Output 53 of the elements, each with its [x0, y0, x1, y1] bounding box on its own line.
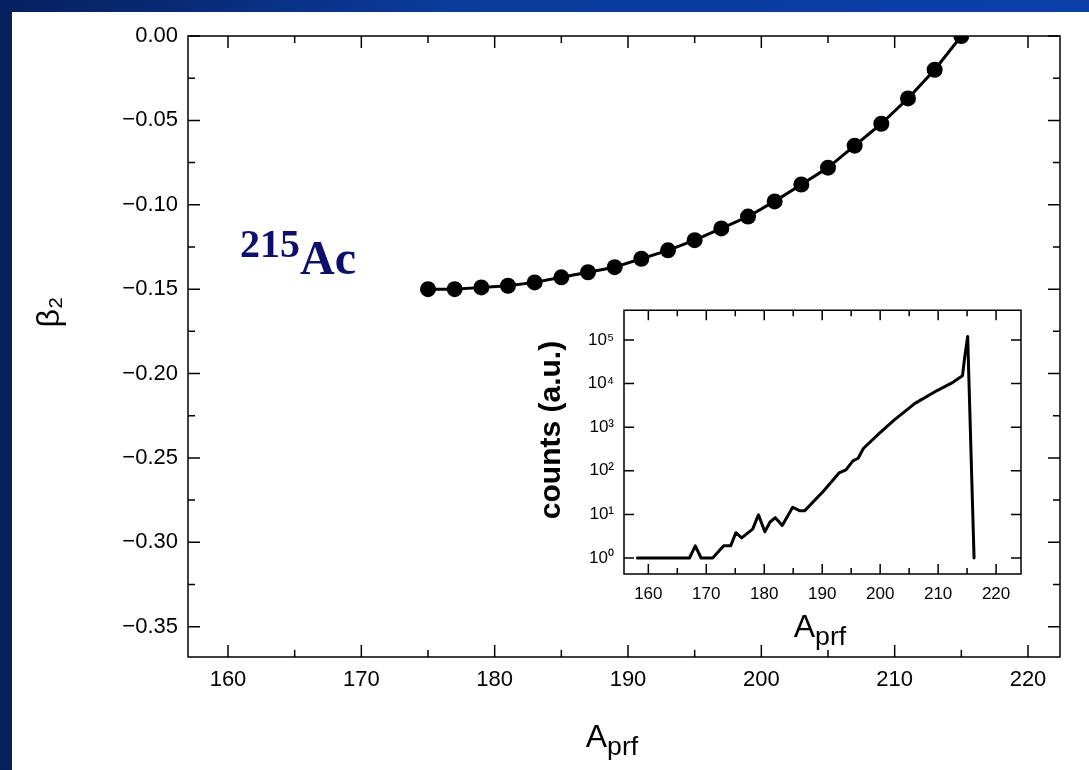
- x-tick-label: 200: [865, 583, 895, 603]
- point: [606, 259, 623, 276]
- y-tick-label: 10²: [589, 460, 615, 480]
- y-tick-label: 10¹: [589, 504, 615, 524]
- point: [766, 193, 783, 210]
- point: [740, 208, 756, 225]
- point: [660, 242, 676, 259]
- point: [420, 281, 436, 298]
- point: [713, 220, 730, 237]
- point: [633, 250, 650, 267]
- x-tick-label: 190: [808, 583, 837, 603]
- point: [873, 115, 890, 132]
- y-tick-label: −0.35: [122, 612, 178, 638]
- point: [820, 159, 836, 176]
- x-tick-label: 160: [209, 666, 247, 692]
- point: [900, 90, 916, 107]
- y-tick-label: −0.15: [122, 275, 178, 301]
- x-axis-title: A$_{prf}$: [793, 608, 847, 651]
- y-axis-title: counts (a.u.): [533, 340, 566, 520]
- annotation: $^{215}$Ac: [240, 221, 356, 284]
- point: [473, 279, 490, 296]
- y-tick-label: 0.00: [135, 22, 178, 48]
- y-axis-title: β₂: [30, 296, 66, 328]
- x-tick-label: 200: [742, 666, 780, 692]
- point: [446, 281, 463, 298]
- x-tick-label: 180: [476, 666, 514, 692]
- x-tick-label: 170: [342, 666, 380, 692]
- point: [526, 274, 543, 291]
- x-tick-label: 210: [923, 583, 953, 603]
- point: [686, 232, 703, 249]
- y-tick-label: −0.25: [122, 443, 178, 469]
- y-tick-label: −0.05: [122, 106, 178, 132]
- y-tick-label: 10⁰: [589, 547, 614, 567]
- x-tick-label: 190: [609, 666, 647, 692]
- point: [846, 137, 863, 154]
- point: [793, 176, 810, 193]
- point: [500, 277, 516, 294]
- x-tick-label: 170: [692, 583, 721, 603]
- y-tick-label: −0.10: [122, 190, 178, 216]
- x-tick-label: 220: [981, 583, 1011, 603]
- y-tick-label: −0.30: [122, 528, 178, 554]
- x-tick-label: 160: [634, 583, 663, 603]
- point: [553, 269, 570, 286]
- y-tick-label: −0.20: [122, 359, 178, 385]
- y-tick-label: 10⁴: [587, 373, 614, 393]
- point: [926, 61, 943, 78]
- x-tick-label: 180: [750, 583, 779, 603]
- y-tick-label: 10⁵: [588, 329, 614, 349]
- y-tick-label: 10³: [589, 416, 615, 436]
- x-tick-label: 220: [1009, 666, 1047, 692]
- point: [580, 264, 596, 281]
- x-axis-title: A$_{prf}$: [585, 718, 639, 761]
- x-tick-label: 210: [876, 666, 914, 692]
